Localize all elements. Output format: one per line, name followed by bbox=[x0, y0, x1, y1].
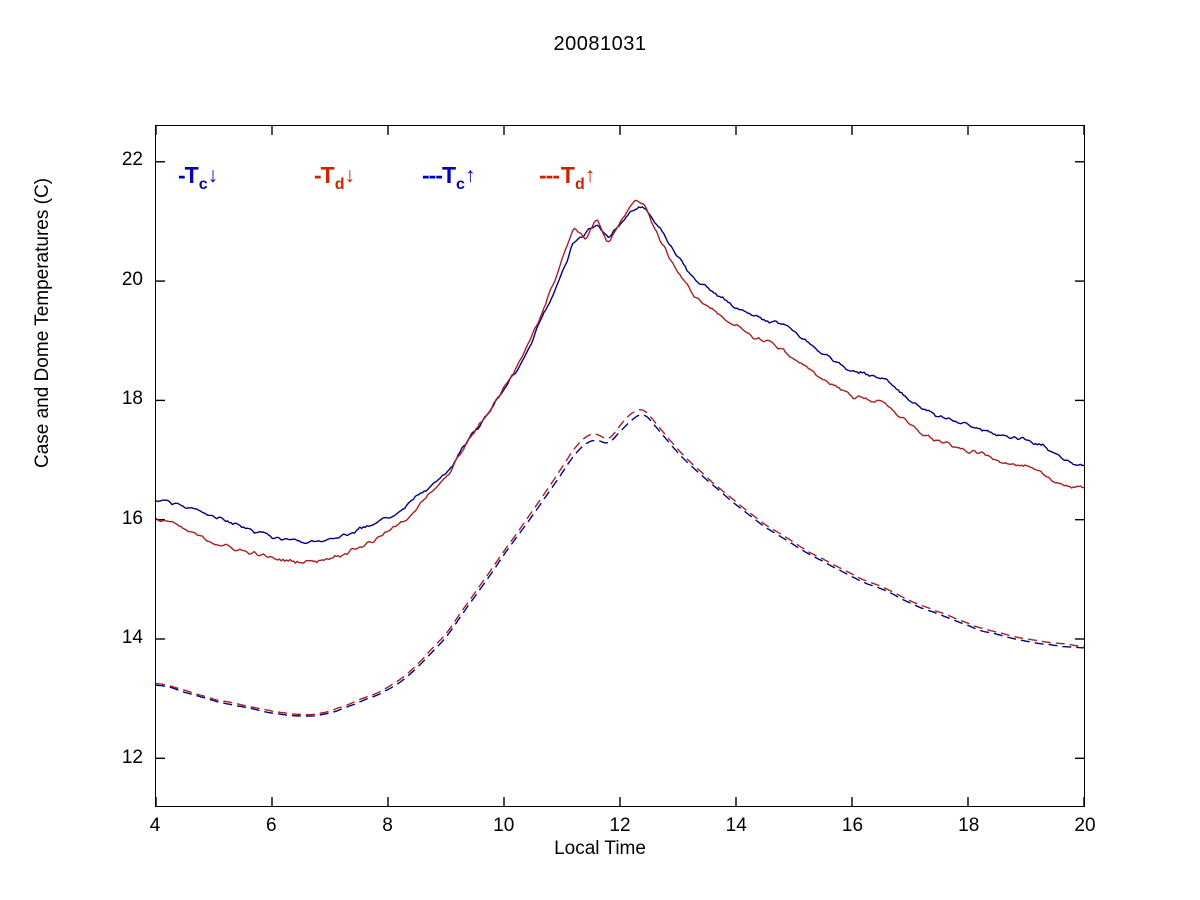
legend-symbol-td-down: T bbox=[320, 162, 335, 188]
series-line-td-up bbox=[156, 408, 1084, 716]
y-tick-label: 12 bbox=[121, 747, 143, 769]
legend-dash-td-down: - bbox=[314, 162, 322, 188]
x-tick-label: 20 bbox=[1074, 815, 1096, 836]
legend-dash-tc-down: - bbox=[178, 162, 186, 188]
legend-subscript-td-up: d bbox=[574, 176, 585, 194]
y-tick-label: 22 bbox=[121, 148, 143, 170]
data-series-group bbox=[156, 199, 1084, 717]
plot-area: -Tc↓ -Td↓ ---Tc↑ --- Td↑ bbox=[155, 125, 1085, 807]
chart-title: 20081031 bbox=[553, 33, 647, 55]
legend-entry-td-down[interactable]: -Td↓ bbox=[314, 164, 355, 193]
y-axis-label: Case and Dome Temperatures (C) bbox=[32, 177, 53, 469]
legend-entry-tc-up[interactable]: ---Tc↑ bbox=[422, 164, 475, 193]
legend-symbol-td-up: T bbox=[560, 162, 575, 188]
legend-subscript-td-down: d bbox=[334, 176, 345, 194]
x-tick-label: 16 bbox=[841, 815, 864, 836]
series-line-td-down bbox=[156, 199, 1084, 564]
x-axis-label: Local Time bbox=[554, 838, 646, 859]
legend-entry-tc-down[interactable]: -Tc↓ bbox=[178, 164, 218, 193]
x-tick-label: 8 bbox=[382, 815, 393, 836]
x-tick-label: 4 bbox=[149, 815, 161, 836]
x-tick-label: 12 bbox=[609, 815, 631, 836]
x-tick-label: 14 bbox=[725, 815, 747, 836]
legend-subscript-tc-down: c bbox=[198, 176, 208, 194]
y-tick-label: 18 bbox=[121, 388, 143, 410]
axis-tick-marks bbox=[156, 126, 1084, 806]
y-tick-label: 16 bbox=[121, 507, 143, 529]
x-tick-label: 10 bbox=[493, 815, 515, 836]
y-tick-label: 20 bbox=[121, 268, 143, 290]
legend-dash-td-up: --- bbox=[539, 162, 560, 188]
y-tick-label: 14 bbox=[121, 627, 143, 649]
legend-arrow-down-icon-tc: ↓ bbox=[207, 164, 219, 188]
series-line-tc-down bbox=[156, 206, 1084, 545]
x-tick-label: 18 bbox=[958, 815, 980, 836]
legend-symbol-tc-down: T bbox=[184, 162, 199, 188]
x-tick-label: 6 bbox=[265, 815, 277, 836]
legend-symbol-tc-up: T bbox=[441, 162, 457, 188]
legend-dash-tc-up: --- bbox=[422, 162, 443, 188]
legend-arrow-up-icon-tc: ↑ bbox=[464, 164, 476, 188]
legend-subscript-tc-up: c bbox=[456, 176, 465, 194]
legend-arrow-up-icon-td: ↑ bbox=[584, 164, 596, 188]
plot-svg bbox=[156, 126, 1084, 806]
legend-entry-td-up[interactable]: --- Td↑ bbox=[539, 164, 595, 193]
legend-arrow-down-icon-td: ↓ bbox=[344, 164, 356, 188]
series-line-tc-up bbox=[156, 414, 1084, 717]
